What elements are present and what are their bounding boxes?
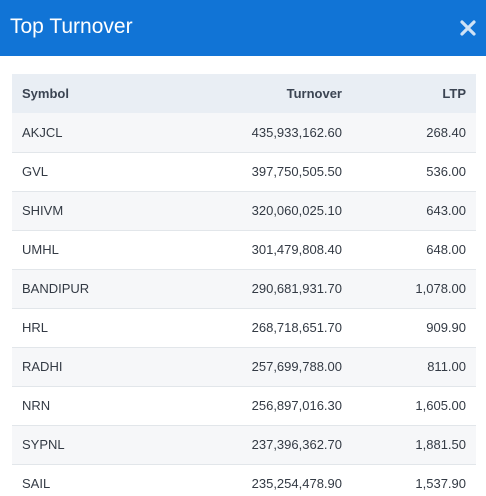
table-row[interactable]: SAIL 235,254,478.90 1,537.90 <box>12 464 476 496</box>
ltp-cell: 648.00 <box>426 242 466 257</box>
symbol-cell: RADHI <box>22 359 63 374</box>
table-row[interactable]: BANDIPUR 290,681,931.70 1,078.00 <box>12 269 476 308</box>
ltp-cell: 268.40 <box>426 124 466 140</box>
column-header-turnover[interactable]: Turnover <box>286 86 342 101</box>
symbol-cell: NRN <box>22 398 51 413</box>
turnover-cell: 320,060,025.10 <box>251 203 342 218</box>
turnover-cell: 268,718,651.70 <box>251 320 342 335</box>
table-row[interactable]: UMHL 301,479,808.40 648.00 <box>12 230 476 269</box>
ltp-cell: 643.00 <box>426 203 466 218</box>
column-header-ltp[interactable]: LTP <box>442 86 466 101</box>
turnover-table-container: Symbol Turnover LTP AKJCL 435,933,162.60… <box>12 74 476 496</box>
turnover-table: Symbol Turnover LTP AKJCL 435,933,162.60… <box>12 74 476 496</box>
turnover-cell: 235,254,478.90 <box>251 476 342 491</box>
table-row[interactable]: AKJCL 435,933,162.60 268.40 <box>12 113 476 152</box>
ltp-cell: 536.00 <box>426 164 466 179</box>
symbol-cell: GVL <box>22 164 49 179</box>
symbol-cell: BANDIPUR <box>22 281 90 296</box>
turnover-cell: 301,479,808.40 <box>251 242 342 257</box>
turnover-cell: 290,681,931.70 <box>251 281 342 296</box>
table-header-row: Symbol Turnover LTP <box>12 74 476 113</box>
symbol-cell: SAIL <box>22 476 51 491</box>
turnover-cell: 237,396,362.70 <box>251 437 342 452</box>
symbol-cell: SYPNL <box>22 437 65 452</box>
table-row[interactable]: NRN 256,897,016.30 1,605.00 <box>12 386 476 425</box>
ltp-cell: 909.90 <box>426 320 466 335</box>
ltp-cell: 1,605.00 <box>415 398 466 413</box>
column-header-symbol[interactable]: Symbol <box>22 86 69 101</box>
modal-header: Top Turnover <box>0 0 486 56</box>
turnover-cell: 256,897,016.30 <box>251 398 342 413</box>
table-row[interactable]: SYPNL 237,396,362.70 1,881.50 <box>12 425 476 464</box>
modal-title: Top Turnover <box>10 15 133 38</box>
symbol-cell: SHIVM <box>22 203 64 218</box>
turnover-cell: 257,699,788.00 <box>251 359 342 374</box>
ltp-cell: 1,078.00 <box>415 281 466 296</box>
turnover-cell: 435,933,162.60 <box>251 124 342 140</box>
ltp-cell: 1,881.50 <box>415 437 466 452</box>
ltp-cell: 811.00 <box>427 359 466 374</box>
table-row[interactable]: HRL 268,718,651.70 909.90 <box>12 308 476 347</box>
symbol-cell: HRL <box>22 320 49 335</box>
turnover-cell: 397,750,505.50 <box>251 164 342 179</box>
symbol-cell: AKJCL <box>22 124 63 140</box>
symbol-cell: UMHL <box>22 242 59 257</box>
close-button[interactable] <box>458 16 478 40</box>
table-row[interactable]: RADHI 257,699,788.00 811.00 <box>12 347 476 386</box>
table-row[interactable]: GVL 397,750,505.50 536.00 <box>12 152 476 191</box>
close-icon <box>460 20 476 36</box>
ltp-cell: 1,537.90 <box>415 476 466 491</box>
table-row[interactable]: SHIVM 320,060,025.10 643.00 <box>12 191 476 230</box>
